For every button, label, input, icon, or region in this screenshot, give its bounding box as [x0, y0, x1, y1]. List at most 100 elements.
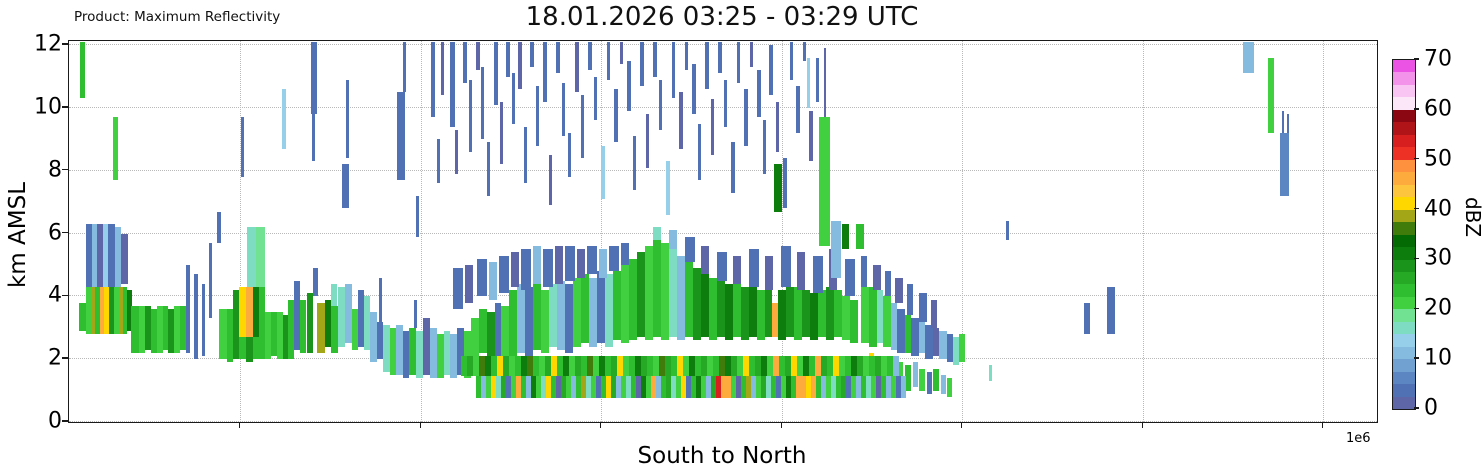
reflectivity-cell: [1084, 302, 1090, 335]
reflectivity-cell: [599, 249, 607, 278]
reflectivity-cell: [358, 290, 364, 347]
reflectivity-cell: [661, 242, 669, 341]
reflectivity-cell: [701, 356, 707, 377]
reflectivity-cell: [842, 296, 850, 341]
reflectivity-cell: [521, 249, 531, 291]
reflectivity-cell: [487, 142, 490, 196]
reflectivity-cell: [810, 293, 818, 341]
reflectivity-cell: [294, 280, 300, 350]
reflectivity-cell: [816, 57, 819, 102]
reflectivity-cell: [821, 356, 827, 377]
reflectivity-cell: [543, 249, 553, 287]
colorbar-band: [1393, 147, 1415, 160]
reflectivity-cell: [640, 41, 644, 86]
x-gridline: [601, 41, 602, 422]
reflectivity-cell: [557, 280, 565, 350]
reflectivity-cell: [506, 41, 510, 77]
reflectivity-cell: [718, 41, 722, 74]
reflectivity-cell: [80, 41, 85, 99]
y-tick-mark: [62, 106, 68, 108]
reflectivity-cell: [623, 356, 629, 377]
reflectivity-cell: [174, 305, 180, 353]
reflectivity-cell: [833, 356, 839, 377]
reflectivity-cell: [573, 277, 581, 347]
reflectivity-cell: [706, 376, 711, 398]
reflectivity-cell: [676, 376, 681, 398]
reflectivity-cell: [731, 142, 735, 193]
reflectivity-cell: [516, 376, 521, 398]
reflectivity-cell: [707, 356, 713, 377]
reflectivity-cell: [827, 356, 833, 377]
reflectivity-cell: [437, 334, 444, 379]
reflectivity-cell: [517, 283, 525, 353]
reflectivity-cell: [186, 264, 190, 353]
colorbar-band: [1393, 247, 1415, 260]
reflectivity-cell: [771, 376, 776, 398]
reflectivity-cell: [873, 264, 881, 291]
reflectivity-cell: [756, 376, 761, 398]
reflectivity-cell: [809, 111, 813, 162]
reflectivity-cell: [485, 356, 491, 377]
reflectivity-cell: [527, 356, 533, 377]
reflectivity-cell: [565, 283, 573, 353]
reflectivity-cell: [601, 145, 605, 199]
reflectivity-cell: [711, 98, 714, 156]
reflectivity-cell: [824, 48, 826, 118]
reflectivity-cell: [631, 376, 636, 398]
reflectivity-cell: [271, 312, 277, 357]
reflectivity-cell: [626, 376, 631, 398]
reflectivity-cell: [651, 376, 656, 398]
reflectivity-cell: [725, 356, 731, 377]
reflectivity-cell: [557, 356, 563, 377]
y-tick-mark: [62, 43, 68, 45]
reflectivity-cell: [803, 41, 806, 61]
reflectivity-cell: [815, 356, 821, 377]
reflectivity-cell: [681, 376, 686, 398]
chart-title: 18.01.2026 03:25 - 03:29 UTC: [525, 2, 919, 32]
reflectivity-cell: [491, 356, 497, 377]
reflectivity-cell: [562, 82, 565, 137]
reflectivity-cell: [856, 376, 861, 398]
reflectivity-cell: [416, 195, 419, 237]
reflectivity-cell: [499, 255, 509, 294]
reflectivity-cell: [593, 356, 599, 377]
reflectivity-cell: [430, 327, 437, 379]
reflectivity-cell: [487, 312, 495, 372]
reflectivity-cell: [875, 356, 881, 377]
reflectivity-cell: [845, 258, 855, 297]
reflectivity-cell: [577, 249, 585, 278]
reflectivity-cell: [761, 356, 767, 377]
reflectivity-cell: [346, 79, 349, 159]
reflectivity-cell: [773, 356, 779, 377]
reflectivity-cell: [594, 76, 597, 121]
reflectivity-cell: [453, 268, 463, 309]
colorbar-band: [1393, 222, 1415, 235]
reflectivity-cell: [95, 286, 100, 335]
reflectivity-cell: [471, 318, 479, 375]
reflectivity-cell: [845, 356, 851, 377]
reflectivity-cell: [396, 324, 403, 375]
colorbar-band: [1393, 284, 1415, 297]
colorbar-band: [1393, 321, 1415, 335]
y-gridline: [69, 169, 1377, 171]
reflectivity-cell: [821, 376, 826, 398]
reflectivity-cell: [131, 305, 139, 353]
reflectivity-cell: [307, 293, 313, 353]
reflectivity-cell: [108, 224, 115, 287]
reflectivity-cell: [659, 356, 665, 377]
colorbar-tick-mark: [1414, 58, 1419, 60]
reflectivity-cell: [857, 356, 863, 377]
y-gridline: [69, 421, 1377, 422]
reflectivity-cell: [441, 41, 444, 96]
reflectivity-cell: [551, 356, 557, 377]
reflectivity-cell: [241, 117, 244, 178]
reflectivity-cell: [549, 155, 552, 206]
reflectivity-cell: [779, 356, 785, 377]
reflectivity-cell: [312, 114, 315, 162]
reflectivity-cell: [925, 324, 933, 360]
reflectivity-cell: [841, 376, 846, 398]
reflectivity-cell: [887, 356, 893, 377]
reflectivity-cell: [769, 45, 773, 96]
reflectivity-cell: [871, 376, 876, 398]
